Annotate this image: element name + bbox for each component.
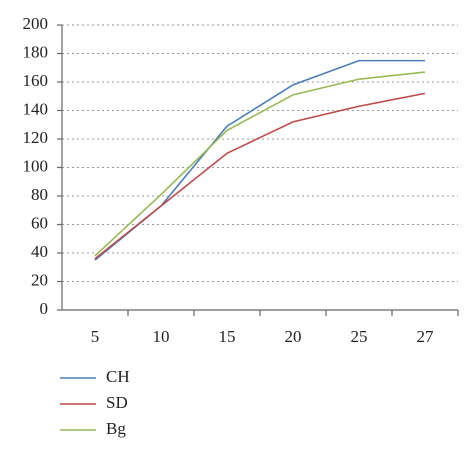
x-tick-label: 20 [285, 327, 302, 346]
x-tick-label: 27 [417, 327, 435, 346]
legend-label: CH [106, 367, 130, 386]
y-tick-label: 80 [31, 185, 48, 204]
y-tick-label: 180 [23, 42, 49, 61]
y-tick-label: 160 [23, 71, 49, 90]
y-tick-label: 120 [23, 128, 49, 147]
series-line [94, 59, 425, 261]
series-line [94, 92, 426, 260]
y-tick-label: 20 [31, 270, 48, 289]
y-tick-label: 60 [31, 213, 48, 232]
x-tick-label: 15 [219, 327, 236, 346]
y-tick-label: 140 [23, 99, 49, 118]
legend-label: SD [106, 393, 128, 412]
y-tick-label: 100 [23, 156, 49, 175]
y-tick-label: 0 [40, 299, 49, 318]
y-tick-label: 40 [31, 242, 48, 261]
x-tick-label: 10 [153, 327, 170, 346]
y-tick-label: 200 [23, 14, 49, 33]
x-tick-label: 5 [91, 327, 100, 346]
legend-label: Bg [106, 419, 126, 438]
x-tick-label: 25 [351, 327, 368, 346]
series-line [94, 71, 426, 257]
